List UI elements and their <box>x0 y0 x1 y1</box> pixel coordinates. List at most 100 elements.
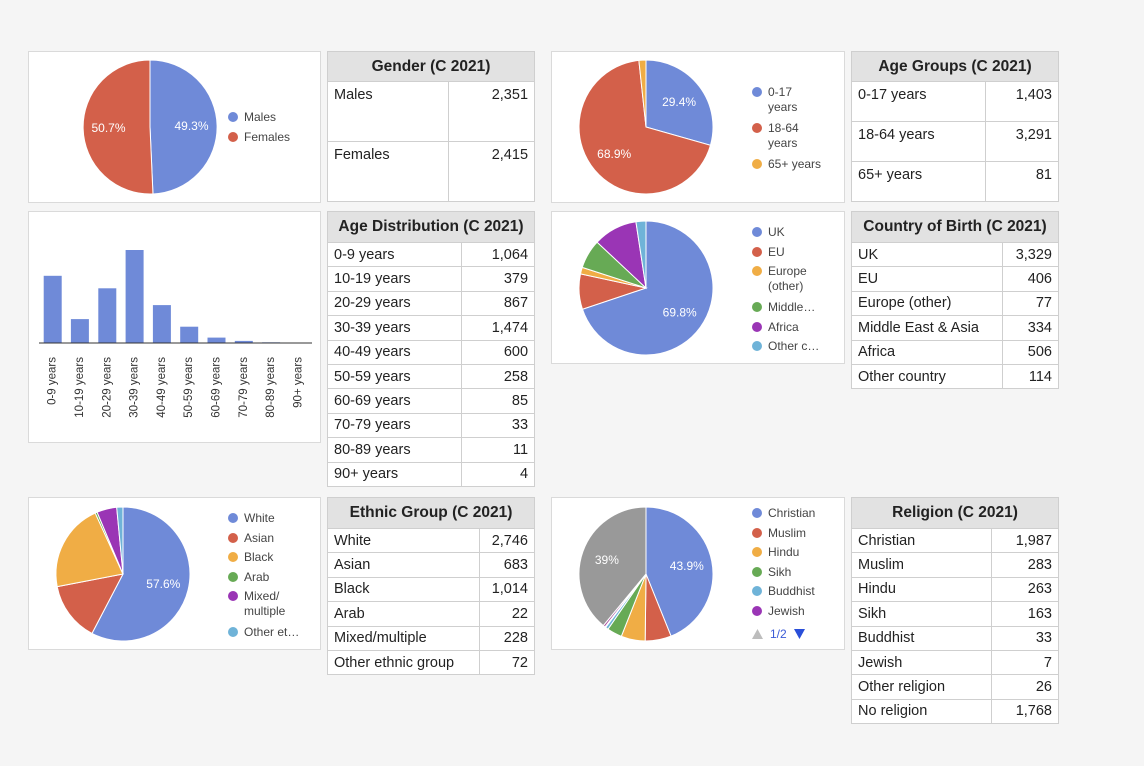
religion-row-label: Hindu <box>851 576 992 603</box>
country-of-birth-legend-item[interactable]: Africa <box>752 320 799 335</box>
ethnic-group-chart-card: 57.6% White Asian Black Arab Mixed/multiple O… <box>28 497 321 650</box>
religion-legend-item[interactable]: Jewish <box>752 604 805 619</box>
age-distribution-bar-20-29-years[interactable] <box>98 288 117 343</box>
age-groups-slice-65-years[interactable] <box>638 59 647 128</box>
ethnic-group-row-value: 2,746 <box>479 527 535 554</box>
ethnic-group-legend-item[interactable]: Mixed/multiple <box>228 589 285 619</box>
ethnic-group-table-row: Mixed/multiple 228 <box>327 625 535 651</box>
country-of-birth-row-value: 77 <box>1002 290 1059 317</box>
ethnic-group-slice-white[interactable] <box>91 506 191 642</box>
religion-legend-label: Jewish <box>768 603 805 618</box>
religion-legend-item[interactable]: Hindu <box>752 545 799 560</box>
country-of-birth-legend-item[interactable]: Other c… <box>752 339 819 354</box>
religion-row-label: Other religion <box>851 674 992 700</box>
country-of-birth-legend-item[interactable]: UK <box>752 225 785 240</box>
ethnic-group-legend-item[interactable]: Black <box>228 550 273 565</box>
gender-legend-item[interactable]: Females <box>228 130 290 145</box>
country-of-birth-row-label: EU <box>851 266 1003 292</box>
age-groups-legend-item[interactable]: 18-64 years <box>752 121 799 151</box>
religion-row-label: Buddhist <box>851 625 992 651</box>
age-distribution-bar-70-79-years[interactable] <box>234 340 253 343</box>
age-groups-legend-item[interactable]: 0-17 years <box>752 85 797 115</box>
age-groups-legend-item[interactable]: 65+ years <box>752 157 821 172</box>
ethnic-group-table-row: Arab 22 <box>327 601 535 627</box>
religion-row-label: No religion <box>851 698 992 725</box>
age-distribution-bar-10-19-years[interactable] <box>70 319 89 343</box>
religion-row-value: 26 <box>991 674 1059 700</box>
legend-dot-icon <box>752 508 762 518</box>
country-of-birth-legend-item[interactable]: Europe (other) <box>752 264 807 294</box>
religion-row-value: 163 <box>991 601 1059 627</box>
ethnic-group-legend-item[interactable]: Arab <box>228 570 269 585</box>
ethnic-group-row-value: 1,014 <box>479 576 535 603</box>
gender-row-label: Females <box>327 141 449 202</box>
age-distribution-tick-label: 80-89 years <box>265 357 277 418</box>
age-distribution-table-row: 60-69 years 85 <box>327 388 536 414</box>
country-of-birth-row-value: 3,329 <box>1002 241 1059 268</box>
age-distribution-tick-label: 10-19 years <box>74 357 86 418</box>
religion-legend-pager: 1/2 <box>752 627 805 641</box>
religion-row-value: 7 <box>991 649 1059 676</box>
age-distribution-row-value: 11 <box>460 437 536 463</box>
ethnic-group-slice-other-et[interactable] <box>116 506 124 575</box>
gender-slice-males[interactable] <box>149 59 218 195</box>
page-down-arrow-icon[interactable] <box>793 629 805 639</box>
religion-table: Religion (C 2021) Christian 1,987 Muslim 28… <box>851 497 1059 725</box>
age-groups-legend-label: 18-64 years <box>768 121 799 150</box>
country-of-birth-legend-label: Other c… <box>768 339 820 353</box>
religion-slice-label: 39% <box>595 553 619 567</box>
country-of-birth-table-row: Europe (other) 77 <box>851 290 1059 317</box>
ethnic-group-legend-item[interactable]: White <box>228 511 275 526</box>
religion-legend-item[interactable]: Muslim <box>752 526 806 541</box>
age-distribution-table-row: 50-59 years 258 <box>327 363 536 390</box>
country-of-birth-chart-card: 69.8% UK EU Europe (other) Middle… Africa Othe… <box>551 211 845 364</box>
religion-slice-no-religion[interactable] <box>578 506 647 627</box>
age-distribution-table-row: 0-9 years 1,064 <box>327 241 536 268</box>
legend-dot-icon <box>752 527 762 538</box>
ethnic-group-legend-label: White <box>244 511 275 525</box>
religion-legend-item[interactable]: Christian <box>752 506 815 521</box>
country-of-birth-slice-other-c[interactable] <box>635 220 647 289</box>
gender-table: Gender (C 2021) Males 2,351 Females 2,415 <box>326 51 536 202</box>
religion-row-label: Christian <box>851 527 992 554</box>
age-groups-slice-18-64-years[interactable] <box>578 59 712 195</box>
religion-table-row: Buddhist 33 <box>851 625 1059 651</box>
age-groups-row-value: 3,291 <box>985 121 1059 162</box>
age-distribution-row-label: 40-49 years <box>327 339 462 365</box>
age-groups-slice-0-17-years[interactable] <box>645 59 714 146</box>
ethnic-group-slice-asian[interactable] <box>56 573 124 635</box>
age-groups-table-row: 18-64 years 3,291 <box>851 121 1059 162</box>
country-of-birth-row-label: UK <box>851 241 1003 268</box>
country-of-birth-legend-item[interactable]: EU <box>752 245 785 260</box>
ethnic-group-slice-black[interactable] <box>55 512 124 588</box>
age-distribution-bar-30-39-years[interactable] <box>125 250 144 343</box>
legend-dot-icon <box>228 552 238 562</box>
page-up-arrow-icon[interactable] <box>752 629 763 639</box>
ethnic-group-legend-label: Asian <box>244 530 275 545</box>
age-distribution-bar-40-49-years[interactable] <box>152 305 171 343</box>
age-distribution-table: Age Distribution (C 2021) 0-9 years 1,064… <box>326 211 536 487</box>
gender-table-title: Gender (C 2021) <box>326 51 536 82</box>
age-distribution-tick-label: 90+ years <box>292 357 304 408</box>
religion-slice-label: 43.9% <box>670 559 704 573</box>
religion-slice-christian[interactable] <box>645 506 714 637</box>
country-of-birth-legend-item[interactable]: Middle… <box>752 300 815 315</box>
religion-legend-item[interactable]: Buddhist <box>752 584 815 599</box>
age-distribution-bar-60-69-years[interactable] <box>207 337 226 343</box>
gender-legend-item[interactable]: Males <box>228 110 276 125</box>
country-of-birth-table-row: Middle East & Asia 334 <box>851 315 1059 341</box>
religion-legend-item[interactable]: Sikh <box>752 565 791 580</box>
country-of-birth-row-label: Africa <box>851 339 1003 365</box>
age-distribution-row-label: 20-29 years <box>327 290 462 317</box>
age-distribution-table-row: 30-39 years 1,474 <box>327 315 536 341</box>
age-distribution-bar-50-59-years[interactable] <box>180 326 199 343</box>
age-distribution-bar-0-9-years[interactable] <box>43 275 62 343</box>
ethnic-group-legend-item[interactable]: Asian <box>228 531 274 546</box>
ethnic-group-legend-item[interactable]: Other et… <box>228 625 299 640</box>
country-of-birth-legend-label: UK <box>768 225 785 239</box>
gender-slice-females[interactable] <box>82 59 154 195</box>
legend-dot-icon <box>752 605 762 616</box>
legend-dot-icon <box>228 591 238 601</box>
age-distribution-table-title: Age Distribution (C 2021) <box>326 211 536 243</box>
country-of-birth-slice-uk[interactable] <box>581 220 714 356</box>
